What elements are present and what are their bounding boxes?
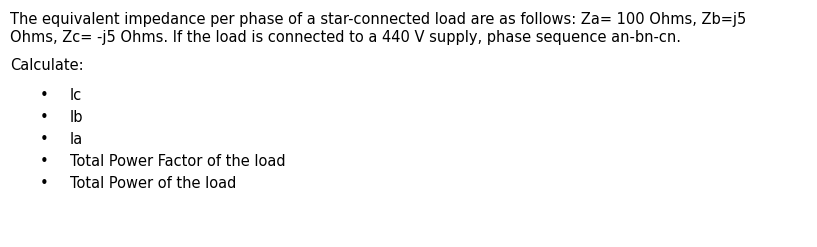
Text: Calculate:: Calculate: (10, 58, 83, 73)
Text: The equivalent impedance per phase of a star-connected load are as follows: Za= : The equivalent impedance per phase of a … (10, 12, 746, 27)
Text: •: • (40, 110, 49, 125)
Text: Total Power Factor of the load: Total Power Factor of the load (70, 154, 286, 169)
Text: •: • (40, 132, 49, 147)
Text: Ia: Ia (70, 132, 83, 147)
Text: Total Power of the load: Total Power of the load (70, 176, 236, 191)
Text: •: • (40, 176, 49, 191)
Text: Ic: Ic (70, 88, 83, 103)
Text: •: • (40, 154, 49, 169)
Text: •: • (40, 88, 49, 103)
Text: Ib: Ib (70, 110, 83, 125)
Text: Ohms, Zc= -j5 Ohms. If the load is connected to a 440 V supply, phase sequence a: Ohms, Zc= -j5 Ohms. If the load is conne… (10, 30, 681, 45)
